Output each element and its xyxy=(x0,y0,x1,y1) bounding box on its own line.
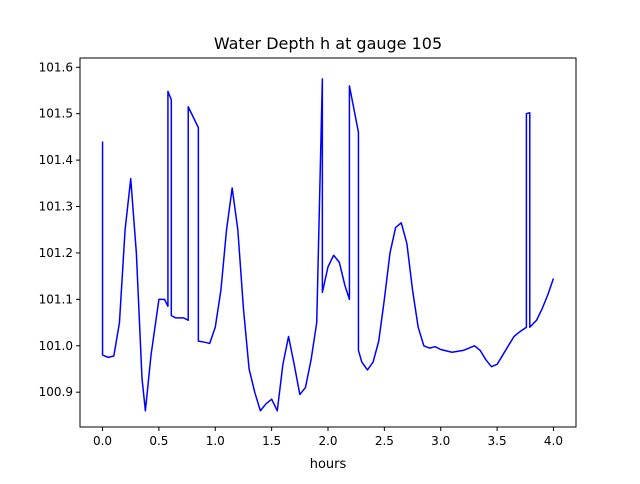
x-tick-label: 1.5 xyxy=(262,434,281,448)
y-tick-label: 101.4 xyxy=(39,153,73,167)
y-tick-label: 101.5 xyxy=(39,107,73,121)
x-tick-label: 4.0 xyxy=(544,434,563,448)
axis-ticks: 0.0 0.5 1.0 1.5 2.0 2.5 3.0 3.5 4.0 100.9 101.0 101… xyxy=(39,60,563,448)
y-tick-label: 101.2 xyxy=(39,246,73,260)
series-line-0 xyxy=(101,78,555,412)
x-tick-label: 2.5 xyxy=(375,434,394,448)
y-tick-label: 101.0 xyxy=(39,339,73,353)
y-tick-label: 100.9 xyxy=(39,385,73,399)
x-tick-label: 0.0 xyxy=(93,434,112,448)
chart-title: Water Depth h at gauge 105 xyxy=(214,34,442,53)
y-tick-label: 101.1 xyxy=(39,292,73,306)
plot-area xyxy=(101,78,555,412)
x-tick-label: 1.0 xyxy=(206,434,225,448)
x-tick-label: 0.5 xyxy=(149,434,168,448)
y-tick-label: 101.6 xyxy=(39,60,73,74)
x-tick-label: 3.5 xyxy=(488,434,507,448)
axes-frame xyxy=(79,57,577,428)
x-axis-label: hours xyxy=(310,457,347,472)
x-tick-label: 3.0 xyxy=(431,434,450,448)
x-tick-label: 2.0 xyxy=(318,434,337,448)
y-tick-label: 101.3 xyxy=(39,200,73,214)
